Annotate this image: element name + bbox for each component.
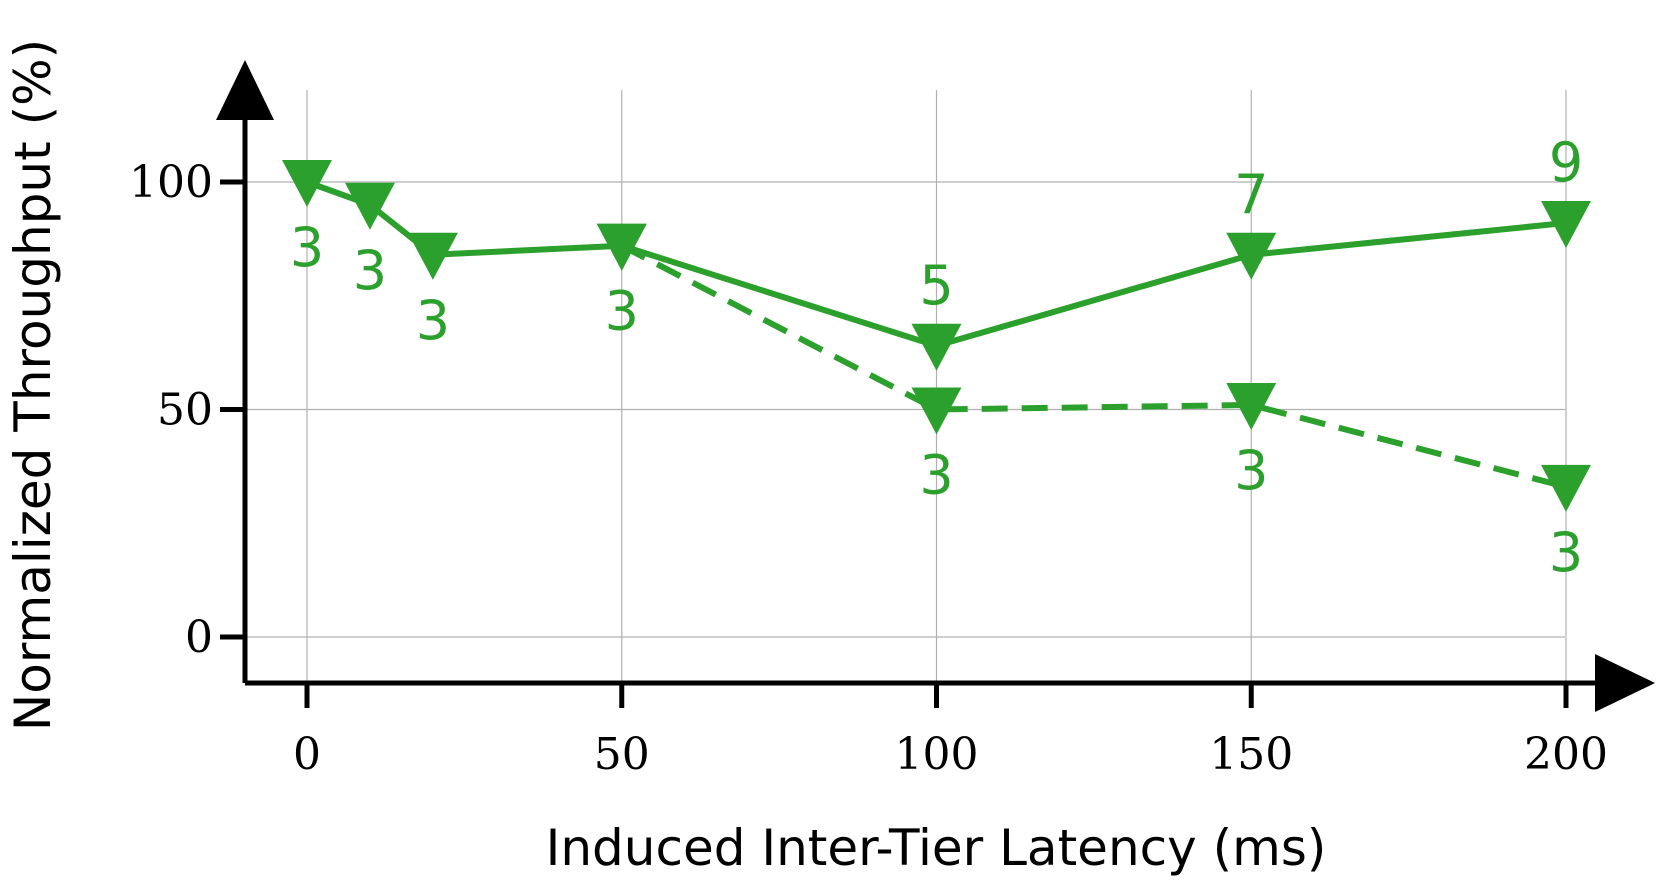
x-tick-label-200: 200: [1524, 729, 1608, 780]
y-tick-label-100: 100: [129, 157, 213, 208]
data-point-s2-x50: [596, 223, 647, 271]
data-point-s2-x100: [911, 387, 962, 435]
data-point-s1-x150: [1226, 232, 1277, 280]
x-axis-title: Induced Inter-Tier Latency (ms): [546, 819, 1327, 877]
data-point-s2-x150: [1226, 382, 1277, 430]
data-point-s1-x10: [344, 182, 395, 230]
axes: [216, 60, 1655, 712]
ticks: 0 50 100 150 200 0 50 100: [129, 157, 1608, 780]
y-axis-arrow: [216, 60, 274, 120]
series: [282, 160, 1591, 512]
data-point-s1-x0: [282, 160, 332, 207]
data-label-s1-x10: 3: [353, 239, 387, 302]
series-line-2-dashed: [620, 243, 1567, 490]
data-label-s1-x150: 7: [1234, 163, 1268, 226]
data-label-s2-x100: 3: [919, 444, 953, 507]
x-tick-label-50: 50: [594, 729, 650, 780]
data-point-s1-x20: [407, 232, 458, 280]
data-point-s1-x200: [1541, 200, 1591, 248]
data-label-s1-x100: 5: [919, 254, 953, 317]
x-tick-label-100: 100: [895, 729, 979, 780]
y-tick-label-50: 50: [157, 385, 213, 436]
y-tick-label-0: 0: [185, 612, 213, 663]
data-label-s2-x150: 3: [1234, 439, 1268, 502]
data-label-s1-x20: 3: [416, 289, 450, 352]
x-tick-label-150: 150: [1209, 729, 1293, 780]
data-label-s1-x200: 9: [1549, 131, 1583, 194]
x-axis-arrow: [1595, 654, 1655, 712]
data-label-s1-x50: 3: [605, 280, 639, 343]
data-label-s2-x200: 3: [1549, 521, 1583, 584]
grid: [245, 90, 1567, 683]
data-label-s1-x0: 3: [290, 216, 324, 279]
data-point-s2-x200: [1541, 464, 1591, 512]
y-axis-title: Normalized Throughput (%): [4, 39, 62, 731]
data-point-s1-x100: [911, 323, 962, 371]
x-tick-label-0: 0: [293, 729, 321, 780]
